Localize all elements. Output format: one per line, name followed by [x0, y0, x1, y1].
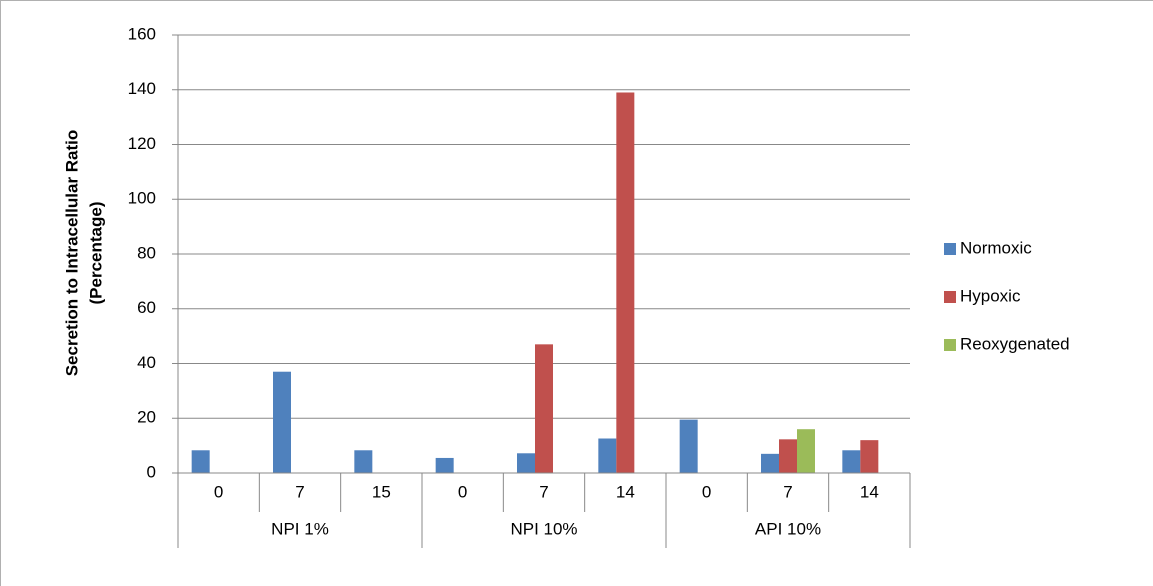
y-tick-label: 120 [128, 134, 156, 153]
bar [191, 450, 210, 473]
bar [797, 429, 815, 473]
y-tick-label: 140 [128, 79, 156, 98]
bar [860, 440, 879, 473]
y-axis-title: (Percentage) [86, 202, 105, 305]
bar [779, 439, 797, 473]
bar [517, 453, 535, 473]
y-axis-title: Secretion to Intracellular Ratio [62, 130, 81, 377]
x-tick-label: 14 [616, 482, 635, 501]
y-tick-label: 80 [137, 243, 156, 262]
bar [842, 450, 861, 473]
bar [616, 92, 635, 474]
bar [679, 419, 698, 473]
y-tick-label: 0 [147, 462, 156, 481]
bar [535, 344, 553, 473]
legend-swatch [944, 243, 956, 255]
x-tick-label: 0 [702, 482, 711, 501]
legend-label: Normoxic [960, 238, 1032, 257]
legend-swatch [944, 291, 956, 303]
group-label: API 10% [755, 519, 821, 538]
legend-label: Hypoxic [960, 286, 1021, 305]
y-tick-label: 60 [137, 298, 156, 317]
x-tick-label: 7 [295, 482, 304, 501]
x-tick-label: 15 [372, 482, 391, 501]
group-label: NPI 10% [510, 519, 577, 538]
legend-label: Reoxygenated [960, 334, 1070, 353]
x-tick-label: 0 [214, 482, 223, 501]
bar [761, 453, 779, 473]
y-tick-label: 100 [128, 189, 156, 208]
legend-swatch [944, 339, 956, 351]
bar [273, 371, 291, 473]
x-tick-label: 7 [539, 482, 548, 501]
y-tick-label: 160 [128, 24, 156, 43]
bar [354, 450, 373, 473]
x-tick-label: 14 [860, 482, 879, 501]
bar [598, 438, 617, 473]
x-tick-label: 0 [458, 482, 467, 501]
y-tick-label: 40 [137, 353, 156, 372]
x-tick-label: 7 [783, 482, 792, 501]
y-tick-label: 20 [137, 408, 156, 427]
group-label: NPI 1% [271, 519, 329, 538]
bar [435, 457, 454, 473]
